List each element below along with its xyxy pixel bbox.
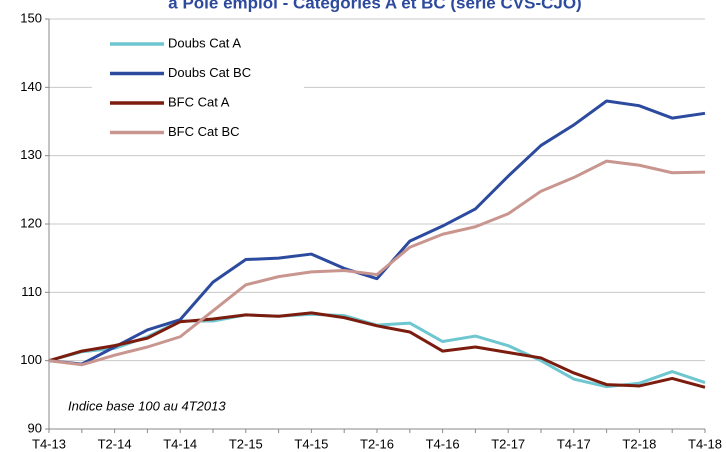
chart-title: à Pôle emploi - Catégories A et BC (séri… — [168, 0, 581, 12]
legend-label: Doubs Cat A — [168, 35, 241, 50]
annotation: Indice base 100 au 4T2013 — [68, 398, 226, 413]
legend-label: BFC Cat BC — [168, 124, 240, 139]
x-tick-label: T2-14 — [98, 436, 132, 451]
x-tick-label: T4-16 — [426, 436, 460, 451]
x-tick-label: T4-17 — [557, 436, 591, 451]
series-line — [48, 99, 706, 366]
y-tick-label: 140 — [20, 79, 42, 94]
y-tick-label: 90 — [28, 420, 42, 435]
x-tick-label: T2-15 — [229, 436, 263, 451]
legend-label: Doubs Cat BC — [168, 65, 251, 80]
x-tick-label: T4-15 — [294, 436, 328, 451]
series-line — [48, 311, 706, 389]
y-tick-label: 120 — [20, 215, 42, 230]
legend-label: BFC Cat A — [168, 94, 230, 109]
series-line — [48, 159, 706, 367]
x-tick-label: T2-16 — [360, 436, 394, 451]
x-tick-label: T2-18 — [622, 436, 656, 451]
x-tick-label: T4-13 — [32, 436, 66, 451]
x-tick-label: T2-17 — [491, 436, 525, 451]
legend-box — [92, 30, 304, 148]
x-tick-label: T4-14 — [163, 436, 197, 451]
x-tick-label: T4-18 — [688, 436, 722, 451]
y-tick-label: 110 — [21, 284, 42, 299]
y-tick-label: 150 — [20, 10, 42, 25]
y-tick-label: 130 — [20, 147, 42, 162]
y-tick-label: 100 — [20, 352, 42, 367]
